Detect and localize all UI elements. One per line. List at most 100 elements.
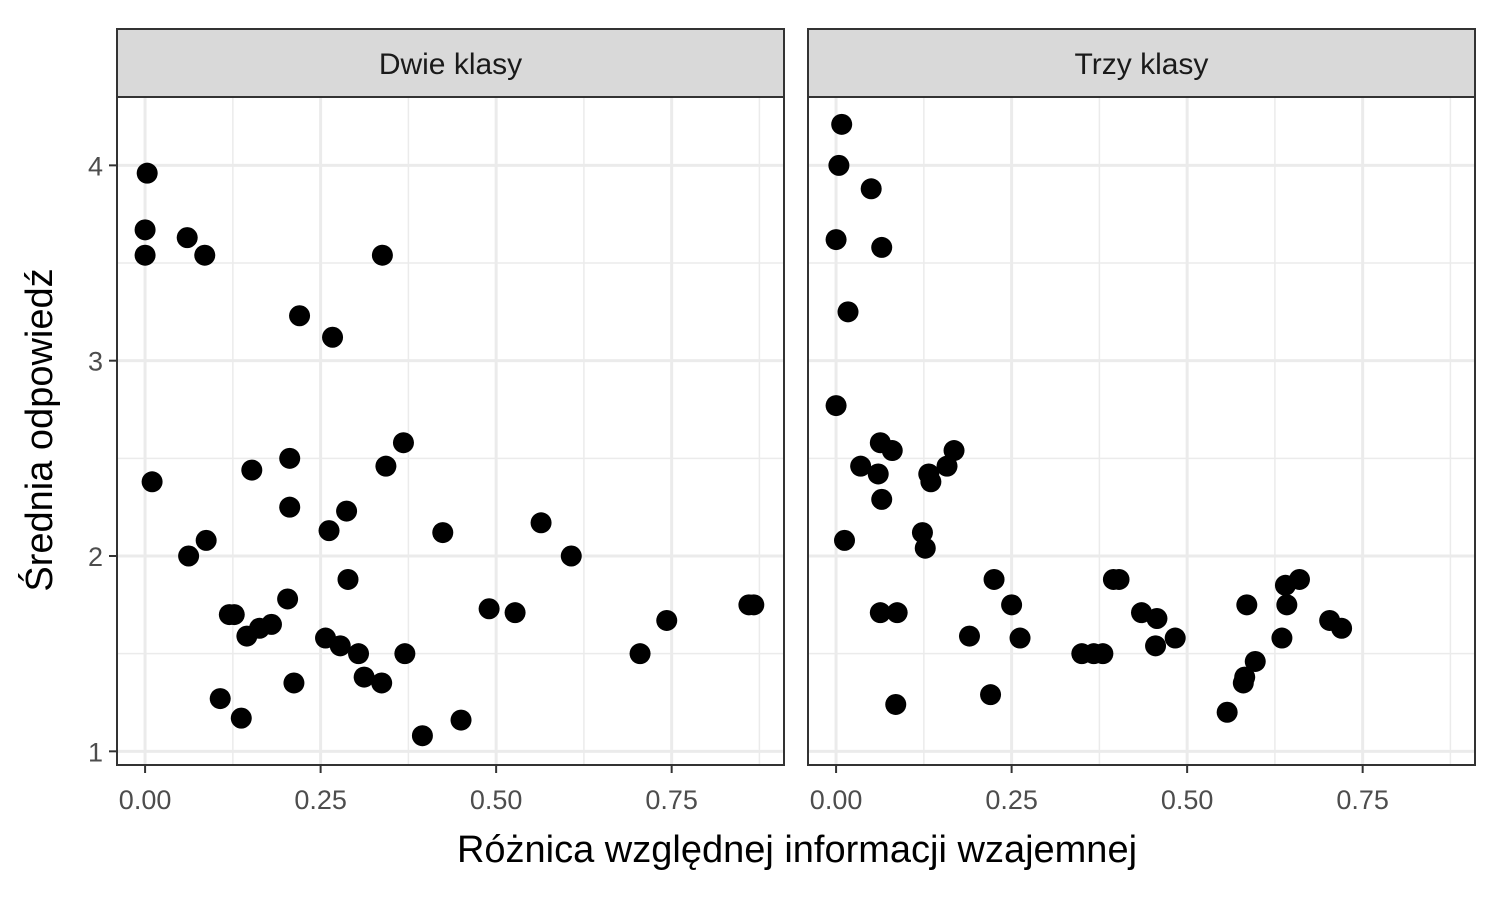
data-point xyxy=(881,440,903,462)
data-point xyxy=(920,471,942,493)
panel-1: Dwie klasy 0.00 0.25 0.50 0.75 1 2 3 4 xyxy=(88,28,785,815)
data-point xyxy=(860,178,882,200)
data-point xyxy=(337,568,359,590)
data-point xyxy=(450,709,472,731)
data-point xyxy=(329,635,351,657)
facet-strip-label: Dwie klasy xyxy=(379,48,522,81)
data-point xyxy=(1108,568,1130,590)
data-point xyxy=(141,471,163,493)
data-point xyxy=(1216,701,1238,723)
x-tick-label: 0.25 xyxy=(985,785,1038,815)
data-point xyxy=(743,594,765,616)
data-point xyxy=(1164,627,1186,649)
panel-background xyxy=(808,97,1475,765)
data-point xyxy=(1234,666,1256,688)
data-point xyxy=(560,545,582,567)
data-point xyxy=(834,529,856,551)
data-point xyxy=(134,244,156,266)
data-point xyxy=(392,432,414,454)
y-tick-label: 1 xyxy=(88,737,103,767)
data-point xyxy=(980,684,1002,706)
data-point xyxy=(1092,643,1114,665)
data-point xyxy=(209,688,231,710)
data-point xyxy=(936,455,958,477)
data-point xyxy=(1288,568,1310,590)
data-point xyxy=(1146,608,1168,630)
data-point xyxy=(178,545,200,567)
data-point xyxy=(837,301,859,323)
data-point xyxy=(1331,617,1353,639)
data-point xyxy=(828,154,850,176)
data-point xyxy=(886,602,908,624)
data-point xyxy=(195,529,217,551)
data-point xyxy=(279,447,301,469)
data-point xyxy=(432,522,454,544)
y-axis-title: Średnia odpowiedź xyxy=(16,268,61,591)
data-point xyxy=(983,568,1005,590)
y-tick-label: 2 xyxy=(88,542,103,572)
data-point xyxy=(530,512,552,534)
x-tick-label: 0.75 xyxy=(1336,785,1389,815)
data-point xyxy=(871,236,893,258)
data-point xyxy=(194,244,216,266)
data-point xyxy=(394,643,416,665)
data-point xyxy=(230,707,252,729)
y-tick-label: 3 xyxy=(88,347,103,377)
data-point xyxy=(869,602,891,624)
data-point xyxy=(411,725,433,747)
data-point xyxy=(375,455,397,477)
data-point xyxy=(943,440,965,462)
x-tick-label: 0.00 xyxy=(810,785,863,815)
data-point xyxy=(260,613,282,635)
data-point xyxy=(1236,594,1258,616)
data-point xyxy=(134,219,156,241)
data-point xyxy=(629,643,651,665)
data-point xyxy=(914,537,936,559)
data-point xyxy=(911,522,933,544)
panel-background xyxy=(117,97,784,765)
x-tick-label: 0.25 xyxy=(294,785,347,815)
facet-strip xyxy=(807,28,1476,98)
data-point xyxy=(504,602,526,624)
x-tick-label: 0.75 xyxy=(645,785,698,815)
data-point xyxy=(958,625,980,647)
data-point xyxy=(478,598,500,620)
x-tick-label: 0.50 xyxy=(1161,785,1214,815)
y-tick-label: 4 xyxy=(88,151,103,181)
data-point xyxy=(336,500,358,522)
data-point xyxy=(241,459,263,481)
data-point xyxy=(136,162,158,184)
data-point xyxy=(318,520,340,542)
data-point xyxy=(867,463,889,485)
data-point xyxy=(825,395,847,417)
data-point xyxy=(1001,594,1023,616)
facet-strip-label: Trzy klasy xyxy=(1075,48,1209,81)
data-point xyxy=(223,604,245,626)
data-point xyxy=(871,488,893,510)
data-point xyxy=(371,244,393,266)
x-axis-title: Różnica względnej informacji wzajemnej xyxy=(457,829,1137,871)
data-point xyxy=(1009,627,1031,649)
data-point xyxy=(825,229,847,251)
data-point xyxy=(885,693,907,715)
data-point xyxy=(1271,627,1293,649)
data-point xyxy=(831,113,853,135)
data-point xyxy=(283,672,305,694)
data-point xyxy=(850,455,872,477)
facet-strip xyxy=(116,28,785,98)
data-point xyxy=(1244,650,1266,672)
panel-2: Trzy klasy 0.00 0.25 0.50 0.75 xyxy=(807,28,1476,815)
x-tick-label: 0.50 xyxy=(470,785,523,815)
data-point xyxy=(656,609,678,631)
data-point xyxy=(279,496,301,518)
data-point xyxy=(277,588,299,610)
data-point xyxy=(348,643,370,665)
data-point xyxy=(1276,594,1298,616)
data-point xyxy=(1145,635,1167,657)
data-point xyxy=(371,672,393,694)
data-point xyxy=(176,227,198,249)
data-point xyxy=(322,326,344,348)
data-point xyxy=(289,305,311,327)
x-tick-label: 0.00 xyxy=(119,785,172,815)
